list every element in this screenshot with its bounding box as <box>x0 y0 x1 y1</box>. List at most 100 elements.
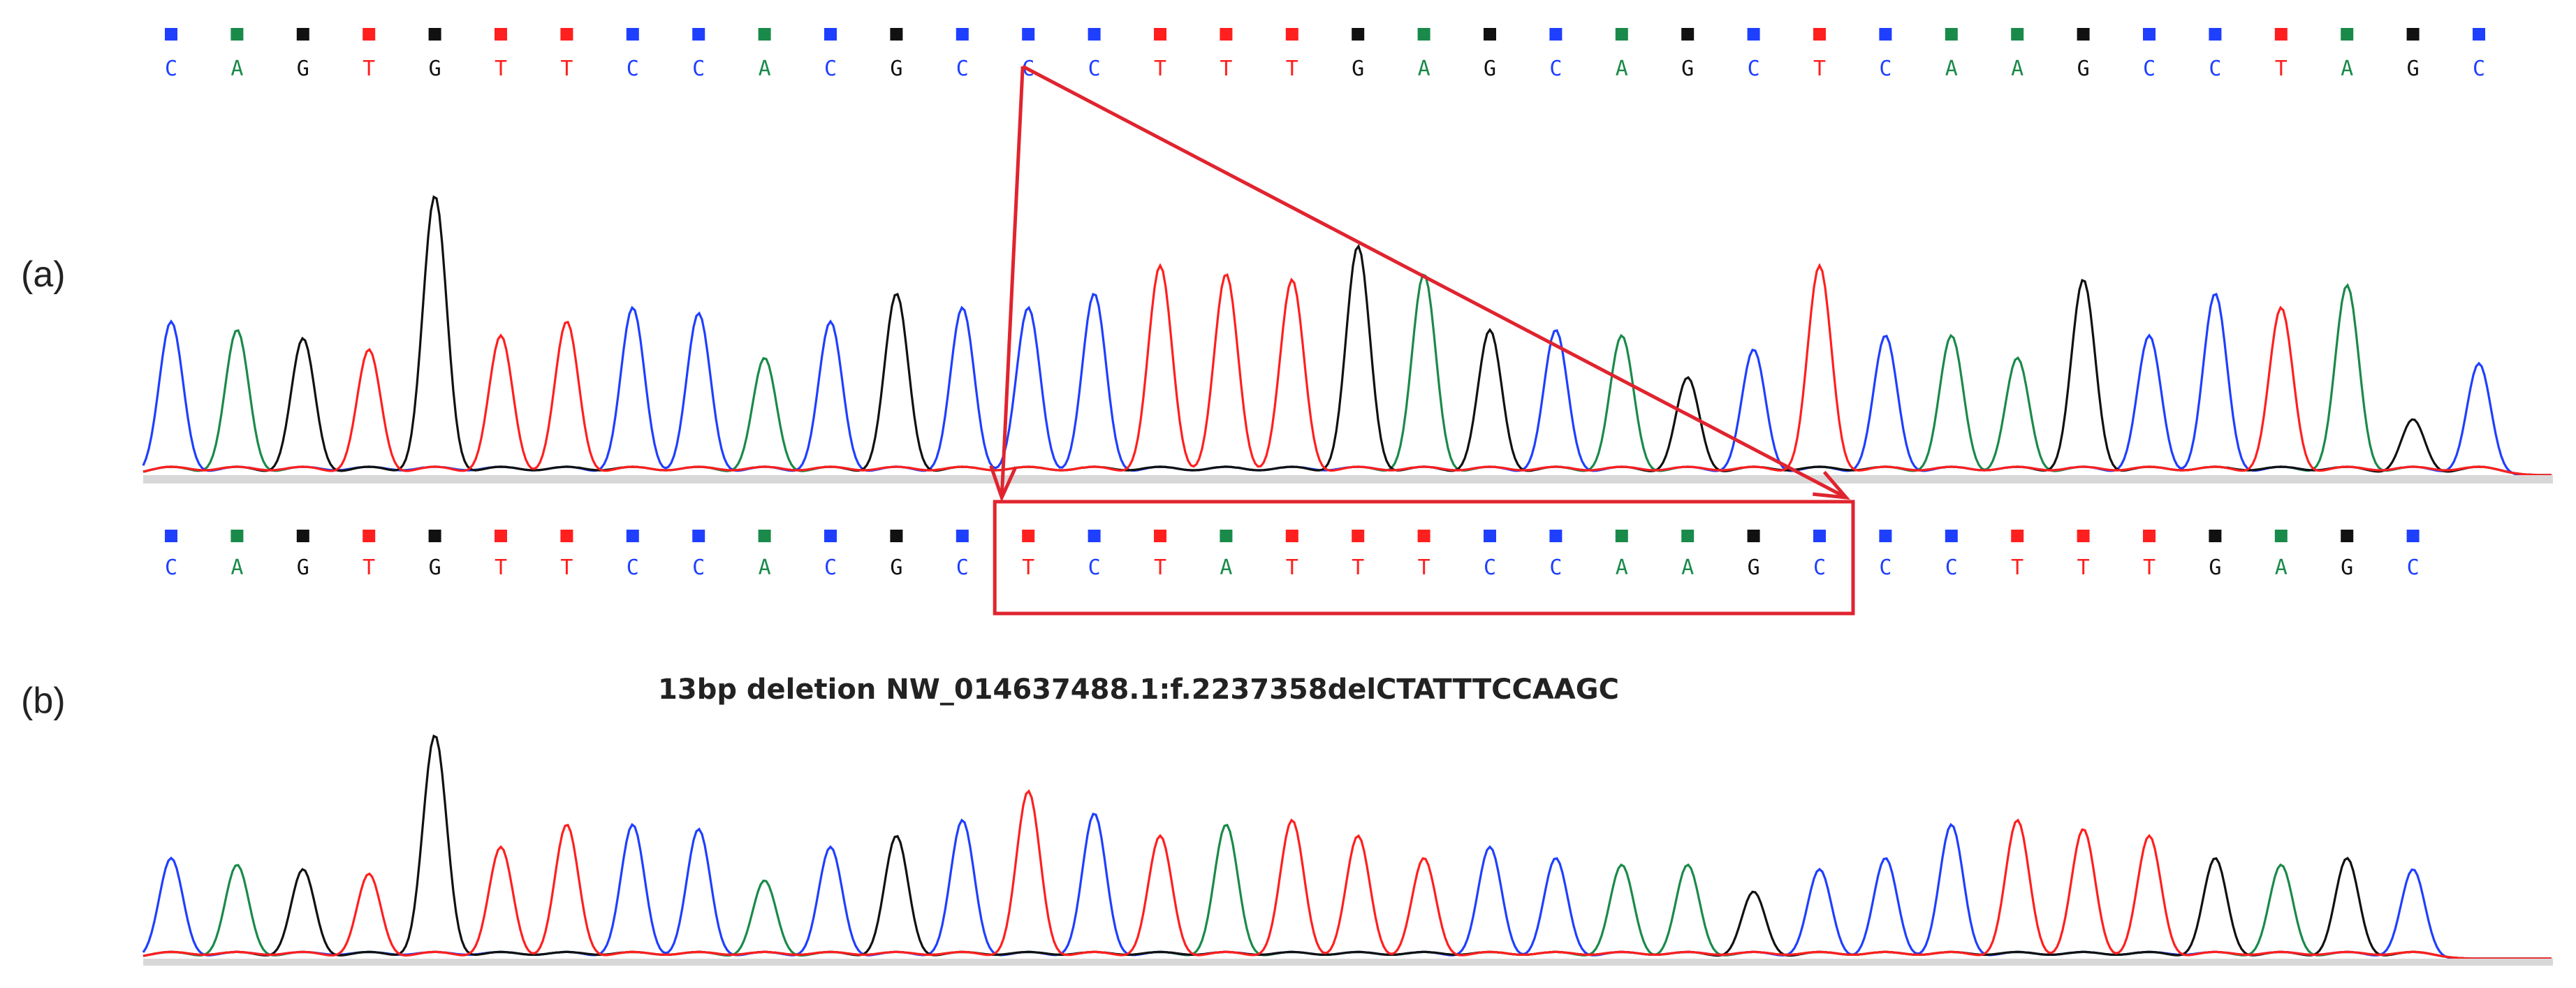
mutant-base-letter: A <box>759 555 771 580</box>
mutant-base-letter: A <box>1616 555 1628 580</box>
panel-b-trace-C <box>142 812 2552 960</box>
arrow-head-1 <box>989 465 1018 502</box>
mutant-base-marker <box>1945 530 1958 542</box>
top-base-marker <box>560 28 573 41</box>
mutant-base-letter: C <box>1484 555 1496 580</box>
top-base-marker <box>495 28 507 41</box>
top-base-marker <box>1945 28 1958 41</box>
mutant-base-marker <box>560 530 573 542</box>
mutant-base-marker <box>1220 530 1233 542</box>
top-base-letter: C <box>956 57 969 81</box>
deletion-highlight-box <box>993 500 1855 616</box>
top-base-marker <box>890 28 903 41</box>
top-base-letter: C <box>2473 57 2485 81</box>
mutant-base-marker <box>890 530 903 542</box>
panel-a-trace-A <box>142 273 2552 477</box>
top-base-marker <box>2473 28 2485 41</box>
top-base-marker <box>1615 28 1628 41</box>
top-base-letter: A <box>2011 57 2024 81</box>
top-base-letter: A <box>1418 57 1430 81</box>
top-base-marker <box>165 28 177 41</box>
panel-label-a: (a) <box>21 254 66 295</box>
panel-label-b: (b) <box>21 681 66 721</box>
mutant-base-marker <box>1088 530 1101 542</box>
panel-b-trace-A <box>142 823 2552 960</box>
top-base-marker <box>2274 28 2288 41</box>
panel-b-trace-G <box>142 734 2552 960</box>
top-base-marker <box>1154 28 1166 41</box>
top-base-letter: G <box>890 57 902 81</box>
top-base-letter: G <box>429 57 441 81</box>
top-base-marker <box>1417 28 1430 41</box>
mutant-base-letter: C <box>1813 555 1826 580</box>
top-base-letter: A <box>2341 57 2353 81</box>
top-base-letter: A <box>1616 57 1628 81</box>
top-base-marker <box>1484 28 1496 41</box>
top-base-letter: C <box>165 57 177 81</box>
mutant-base-letter: C <box>1549 555 1562 580</box>
top-base-letter: A <box>1945 57 1958 81</box>
top-base-letter: C <box>2209 57 2221 81</box>
top-base-letter: C <box>627 57 639 81</box>
mutant-base-marker <box>2077 530 2090 542</box>
mutant-base-marker <box>1549 530 1563 542</box>
baseline-b <box>143 959 2553 966</box>
top-base-marker <box>1747 28 1760 41</box>
mutant-base-letter: G <box>2341 555 2353 580</box>
mutant-base-letter: C <box>824 555 837 580</box>
top-base-calls: CAGTGTTCCACGCCCTTTGAGCAGCTCAAGCCTAGC <box>165 28 2485 81</box>
mutant-base-marker <box>1813 530 1826 542</box>
top-base-letter: C <box>2143 57 2156 81</box>
top-base-letter: A <box>230 57 243 81</box>
top-base-letter: T <box>363 57 375 81</box>
mutant-base-marker <box>2341 530 2354 542</box>
top-base-letter: T <box>1813 57 1826 81</box>
top-base-letter: C <box>1879 57 1891 81</box>
mutant-base-letter: T <box>2077 555 2090 580</box>
mutant-base-letter: C <box>1879 555 1891 580</box>
top-base-marker <box>1220 28 1233 41</box>
top-base-marker <box>692 28 705 41</box>
deletion-arrows <box>989 64 1850 502</box>
mutant-base-letter: C <box>1088 555 1101 580</box>
top-base-marker <box>1285 28 1298 41</box>
mutant-base-letter: T <box>495 555 507 580</box>
mutant-base-marker <box>1022 530 1035 542</box>
top-base-marker <box>1088 28 1101 41</box>
mutant-base-marker <box>1484 530 1496 542</box>
arrow-line-2 <box>1022 64 1847 500</box>
mutant-base-marker <box>1352 530 1365 542</box>
top-base-marker <box>2077 28 2090 41</box>
mutant-base-letter: T <box>1286 555 1298 580</box>
top-base-letter: G <box>297 57 309 81</box>
mutant-base-letter: T <box>1352 555 1364 580</box>
top-base-letter: T <box>1220 57 1232 81</box>
mutant-base-marker <box>1747 530 1760 542</box>
top-base-letter: C <box>1549 57 1562 81</box>
top-base-marker <box>956 28 969 41</box>
mutant-base-marker <box>1154 530 1166 542</box>
top-base-marker <box>1681 28 1695 41</box>
mutant-base-letter: A <box>1220 555 1232 580</box>
arrow-head-2 <box>1812 470 1850 500</box>
mutant-base-marker <box>1285 530 1298 542</box>
mutant-base-marker <box>2011 530 2024 542</box>
mutant-base-marker <box>1681 530 1695 542</box>
arrow-line-1 <box>1000 66 1025 498</box>
top-base-marker <box>1022 28 1035 41</box>
mutant-base-marker <box>692 530 705 542</box>
top-base-letter: T <box>1154 57 1166 81</box>
mutant-base-letter: G <box>429 555 441 580</box>
mutant-base-marker <box>2143 530 2156 542</box>
top-base-marker <box>1879 28 1892 41</box>
mutant-base-marker <box>363 530 376 542</box>
top-base-marker <box>1813 28 1826 41</box>
panel-b-trace-T <box>142 789 2552 960</box>
mutant-base-marker <box>956 530 969 542</box>
mutant-base-letter: C <box>165 555 177 580</box>
top-base-marker <box>2406 28 2420 41</box>
mutant-base-marker <box>1615 530 1628 542</box>
top-base-letter: T <box>2275 57 2288 81</box>
mutant-base-marker <box>230 530 244 542</box>
